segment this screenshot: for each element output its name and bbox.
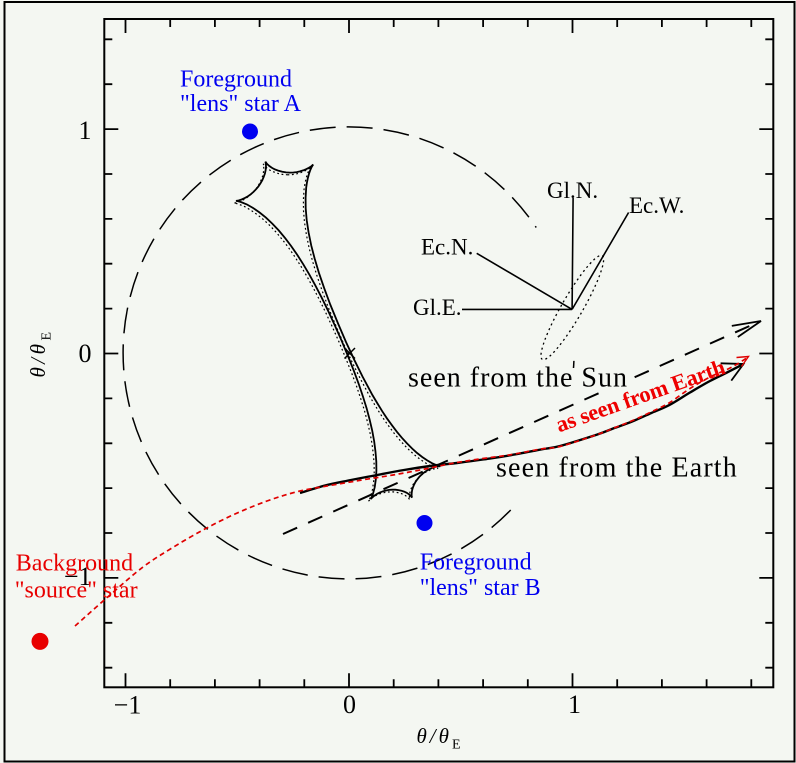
svg-text:0: 0 (79, 339, 92, 368)
svg-text:−1: −1 (114, 691, 142, 720)
svg-text:Ec.W.: Ec.W. (629, 193, 684, 218)
svg-text:Gl.E.: Gl.E. (413, 295, 462, 320)
svg-text:"lens" star A: "lens" star A (180, 91, 302, 117)
svg-text:1: 1 (79, 116, 92, 145)
svg-text:seen from the Earth: seen from the Earth (496, 453, 738, 484)
svg-text:Ec.N.: Ec.N. (421, 235, 473, 260)
svg-text:1: 1 (568, 690, 581, 719)
svg-text:Background: Background (16, 551, 133, 577)
svg-text:Foreground: Foreground (180, 67, 292, 93)
svg-text:θ/θE: θ/θE (416, 724, 463, 753)
svg-text:Gl.N.: Gl.N. (547, 178, 598, 203)
svg-text:θ/θE: θ/θE (26, 328, 55, 377)
svg-text:0: 0 (343, 690, 356, 719)
svg-text:"lens" star B: "lens" star B (420, 575, 541, 601)
svg-text:seen from the Sun: seen from the Sun (408, 363, 628, 394)
svg-text:Foreground: Foreground (420, 550, 532, 576)
svg-text:−1: −1 (64, 562, 92, 591)
svg-text:"source" star: "source" star (15, 578, 138, 604)
